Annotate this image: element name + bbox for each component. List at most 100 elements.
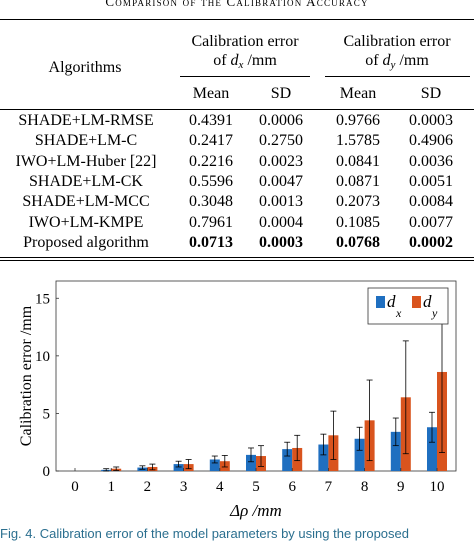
table-cell-dx-mean: 0.7961 [189, 213, 233, 231]
error-bar-dx-3 [175, 460, 182, 468]
error-bar-dx-1 [103, 468, 110, 472]
error-bar-dy-7 [330, 410, 337, 460]
header-dx-sd: SD [270, 85, 292, 102]
x-tick-label: 4 [216, 479, 224, 495]
x-tick-label: 5 [252, 479, 260, 495]
error-bar-dx-9 [392, 417, 399, 447]
error-bar-dx-2 [139, 465, 146, 470]
error-bar-dx-6 [284, 441, 291, 457]
table-cell-dx-sd: 0.0006 [259, 112, 303, 129]
header-algorithms: Algorithms [48, 59, 122, 76]
legend-label-dy: d [423, 292, 432, 311]
table-cell-dy-sd: 0.0051 [409, 172, 453, 190]
bar-dx-6 [282, 449, 293, 471]
error-bar-dy-9 [402, 340, 409, 455]
error-bar-dx-5 [248, 447, 254, 463]
y-axis-label: Calibration error /mm [18, 305, 35, 446]
table-cell-dy-sd: 0.0077 [409, 213, 453, 231]
table-cell-dx-sd: 0.0004 [259, 213, 303, 231]
x-tick-label: 7 [325, 479, 333, 495]
table-cell-dx-sd: 0.2750 [259, 132, 303, 150]
table-cell-dy-mean: 0.1085 [336, 213, 380, 231]
table-top-rule [0, 19, 474, 21]
x-tick-label: 1 [107, 479, 115, 495]
header-dy-sd: SD [420, 85, 442, 102]
table-cell-dy-sd: 0.0084 [409, 193, 453, 211]
table-cell-dy-sd: 0.0002 [409, 233, 453, 251]
legend-swatch-dy [412, 296, 421, 308]
table-cell-dx-mean: 0.2216 [189, 152, 233, 170]
table-cell-dx-mean: 0.5596 [189, 172, 233, 190]
figure-caption: Fig. 4. Calibration error of the model p… [0, 526, 409, 541]
legend-label-sub-dy: y [431, 306, 438, 320]
bar-dx-10 [427, 427, 437, 471]
error-bar-dy-2 [149, 463, 156, 471]
table-cell-dy-mean: 0.9766 [336, 112, 380, 129]
error-bar-dy-3 [185, 459, 192, 470]
error-bar-dy-8 [366, 379, 373, 462]
group-rule-dy [325, 76, 470, 77]
table-row-algorithm: SHADE+LM-RMSE [18, 112, 154, 129]
table-bottom-rule-2 [0, 260, 474, 261]
bar-dx-4 [209, 459, 220, 471]
bar-dx-5 [246, 454, 256, 471]
table-cell-dx-sd: 0.0013 [259, 193, 303, 211]
table-cell-dy-sd: 0.0003 [409, 112, 453, 129]
group-rule-dx [180, 76, 310, 77]
error-bar-dy-5 [258, 445, 264, 467]
table-row-algorithm: IWO+LM-Huber [22] [15, 152, 157, 170]
x-tick-label: 9 [397, 479, 405, 495]
table-cell-dx-sd: 0.0003 [259, 233, 303, 251]
y-tick-label: 10 [35, 349, 50, 365]
legend-label-dx: d [387, 292, 396, 311]
table-row-algorithm: Proposed algorithm [23, 233, 149, 251]
table-cell-dx-mean: 0.2417 [189, 132, 233, 150]
bar-dx-8 [354, 438, 365, 471]
header-dx-mean: Mean [192, 85, 230, 102]
legend-swatch-dx [376, 296, 385, 308]
header-dy-line1: Calibration error [343, 33, 451, 50]
calibration-error-bar-chart: 0 1 2 3 4 5 6 7 8 9 10 0 5 10 15 Δρ /mm Calibration e… [18, 280, 457, 520]
x-tick-label: 0 [71, 479, 79, 495]
table-cell-dx-mean: 0.3048 [189, 193, 233, 211]
header-dy-line2: of dy /mm [365, 52, 429, 71]
table-cell-dx-sd: 0.0047 [259, 172, 303, 190]
table-cell-dy-mean: 1.5785 [336, 132, 380, 150]
x-tick-label: 10 [430, 479, 445, 495]
error-bar-dx-4 [211, 455, 218, 464]
y-tick-label: 0 [43, 464, 51, 480]
y-tick-label: 15 [35, 291, 50, 307]
legend-label-sub-dx: x [395, 306, 402, 320]
error-bar-dy-1 [113, 466, 120, 471]
table-bottom-rule-1 [0, 257, 474, 258]
error-bar-dx-7 [320, 433, 327, 456]
table-row-algorithm: SHADE+LM-MCC [22, 193, 150, 211]
bar-dx-7 [318, 444, 329, 471]
table-cell-dy-mean: 0.0768 [336, 233, 380, 251]
table-cell-dx-mean: 0.0713 [189, 233, 233, 251]
table-cell-dy-mean: 0.2073 [336, 193, 380, 211]
table-cell-dx-sd: 0.0023 [259, 152, 303, 170]
table-row-algorithm: SHADE+LM-C [34, 132, 138, 150]
x-tick-label: 3 [180, 479, 188, 495]
bar-dx-9 [390, 431, 401, 471]
error-bar-dx-8 [356, 426, 363, 451]
header-bottom-rule [0, 109, 474, 110]
header-dy-mean: Mean [339, 85, 377, 102]
bar-dx-3 [173, 464, 184, 471]
table-cell-dy-mean: 0.0871 [336, 172, 380, 190]
header-dx-line1: Calibration error [191, 33, 299, 50]
table-cell-dy-sd: 0.4906 [409, 132, 453, 150]
table-title: Comparison of the Calibration Accuracy [105, 0, 369, 9]
table-row-algorithm: IWO+LM-KMPE [28, 213, 144, 231]
table-row-algorithm: SHADE+LM-CK [29, 172, 143, 190]
y-tick-label: 5 [43, 406, 51, 422]
error-bar-dx-10 [429, 411, 435, 443]
table-cell-dx-mean: 0.4391 [189, 112, 233, 129]
error-bar-dy-4 [221, 455, 228, 468]
table-cell-dy-sd: 0.0036 [409, 152, 453, 170]
x-tick-label: 6 [288, 479, 296, 495]
header-dx-line2: of dx /mm [213, 52, 277, 71]
x-tick-label: 2 [144, 479, 152, 495]
